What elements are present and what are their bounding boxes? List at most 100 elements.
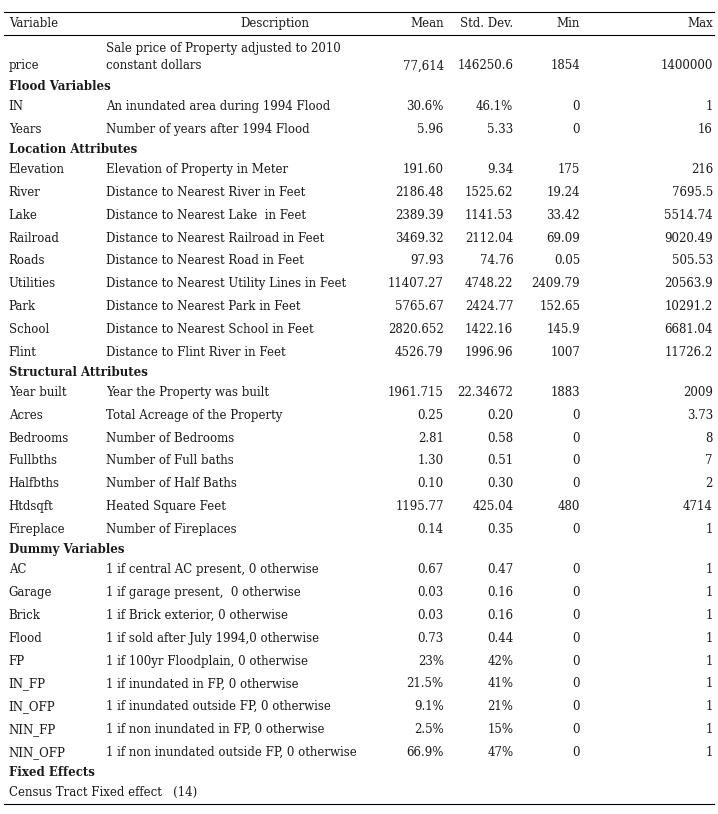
Text: 1.30: 1.30 (418, 454, 444, 467)
Text: 0: 0 (573, 654, 580, 667)
Text: 1 if inundated in FP, 0 otherwise: 1 if inundated in FP, 0 otherwise (106, 677, 299, 690)
Text: IN_FP: IN_FP (9, 677, 46, 690)
Text: 0.35: 0.35 (487, 523, 513, 536)
Text: 9.34: 9.34 (487, 163, 513, 176)
Text: Years: Years (9, 123, 41, 136)
Text: 42%: 42% (488, 654, 513, 667)
Text: 0.16: 0.16 (488, 609, 513, 622)
Text: 0: 0 (573, 477, 580, 490)
Text: 0.16: 0.16 (488, 586, 513, 599)
Text: NIN_FP: NIN_FP (9, 723, 56, 736)
Text: 1141.53: 1141.53 (465, 208, 513, 221)
Text: 2.81: 2.81 (418, 431, 444, 444)
Text: 47%: 47% (488, 746, 513, 759)
Text: 0: 0 (573, 409, 580, 422)
Text: Location Attributes: Location Attributes (9, 143, 137, 156)
Text: 3.73: 3.73 (686, 409, 713, 422)
Text: Utilities: Utilities (9, 277, 56, 290)
Text: Year the Property was built: Year the Property was built (106, 386, 269, 399)
Text: Brick: Brick (9, 609, 40, 622)
Text: 5765.67: 5765.67 (395, 300, 444, 313)
Text: Railroad: Railroad (9, 231, 60, 244)
Text: 0: 0 (573, 677, 580, 690)
Text: 2424.77: 2424.77 (465, 300, 513, 313)
Text: Elevation of Property in Meter: Elevation of Property in Meter (106, 163, 289, 176)
Text: 4526.79: 4526.79 (395, 345, 444, 358)
Text: 21.5%: 21.5% (406, 677, 444, 690)
Text: 7: 7 (706, 454, 713, 467)
Text: Park: Park (9, 300, 36, 313)
Text: 6681.04: 6681.04 (664, 322, 713, 335)
Text: 9.1%: 9.1% (414, 700, 444, 713)
Text: 0: 0 (573, 609, 580, 622)
Text: 0.25: 0.25 (418, 409, 444, 422)
Text: 1: 1 (706, 654, 713, 667)
Text: 2820.652: 2820.652 (388, 322, 444, 335)
Text: Fixed Effects: Fixed Effects (9, 766, 95, 779)
Text: 505.53: 505.53 (672, 254, 713, 267)
Text: 0.14: 0.14 (418, 523, 444, 536)
Text: 1 if central AC present, 0 otherwise: 1 if central AC present, 0 otherwise (106, 563, 319, 576)
Text: 0.10: 0.10 (418, 477, 444, 490)
Text: 74.76: 74.76 (480, 254, 513, 267)
Text: 11407.27: 11407.27 (388, 277, 444, 290)
Text: 152.65: 152.65 (539, 300, 580, 313)
Text: 4714: 4714 (683, 500, 713, 513)
Text: 46.1%: 46.1% (476, 100, 513, 113)
Text: 2009: 2009 (683, 386, 713, 399)
Text: 1: 1 (706, 586, 713, 599)
Text: 0: 0 (573, 746, 580, 759)
Text: AC: AC (9, 563, 26, 576)
Text: Number of years after 1994 Flood: Number of years after 1994 Flood (106, 123, 310, 136)
Text: Dummy Variables: Dummy Variables (9, 543, 124, 556)
Text: 1854: 1854 (551, 59, 580, 72)
Text: 0: 0 (573, 632, 580, 645)
Text: Flood Variables: Flood Variables (9, 80, 111, 93)
Text: Number of Fireplaces: Number of Fireplaces (106, 523, 237, 536)
Text: 0: 0 (573, 100, 580, 113)
Text: Flood: Flood (9, 632, 42, 645)
Text: 0.03: 0.03 (417, 586, 444, 599)
Text: Min: Min (556, 17, 580, 30)
Text: 2186.48: 2186.48 (396, 186, 444, 199)
Text: 1: 1 (706, 609, 713, 622)
Text: Garage: Garage (9, 586, 52, 599)
Text: 21%: 21% (488, 700, 513, 713)
Text: 0: 0 (573, 523, 580, 536)
Text: Distance to Nearest River in Feet: Distance to Nearest River in Feet (106, 186, 306, 199)
Text: 0: 0 (573, 723, 580, 736)
Text: Max: Max (687, 17, 713, 30)
Text: 1 if non inundated in FP, 0 otherwise: 1 if non inundated in FP, 0 otherwise (106, 723, 325, 736)
Text: 2389.39: 2389.39 (395, 208, 444, 221)
Text: 0: 0 (573, 563, 580, 576)
Text: 0.20: 0.20 (488, 409, 513, 422)
Text: 1007: 1007 (550, 345, 580, 358)
Text: Distance to Nearest Road in Feet: Distance to Nearest Road in Feet (106, 254, 304, 267)
Text: constant dollars: constant dollars (106, 59, 202, 72)
Text: Roads: Roads (9, 254, 45, 267)
Text: 41%: 41% (488, 677, 513, 690)
Text: Distance to Nearest School in Feet: Distance to Nearest School in Feet (106, 322, 314, 335)
Text: Variable: Variable (9, 17, 57, 30)
Text: River: River (9, 186, 40, 199)
Text: 1: 1 (706, 563, 713, 576)
Text: 20563.9: 20563.9 (664, 277, 713, 290)
Text: 66.9%: 66.9% (406, 746, 444, 759)
Text: Flint: Flint (9, 345, 37, 358)
Text: An inundated area during 1994 Flood: An inundated area during 1994 Flood (106, 100, 330, 113)
Text: 33.42: 33.42 (546, 208, 580, 221)
Text: 1: 1 (706, 632, 713, 645)
Text: price: price (9, 59, 39, 72)
Text: Elevation: Elevation (9, 163, 65, 176)
Text: Lake: Lake (9, 208, 37, 221)
Text: 1 if sold after July 1994,0 otherwise: 1 if sold after July 1994,0 otherwise (106, 632, 320, 645)
Text: School: School (9, 322, 49, 335)
Text: Structural Attributes: Structural Attributes (9, 365, 147, 379)
Text: FP: FP (9, 654, 24, 667)
Text: Number of Half Baths: Number of Half Baths (106, 477, 237, 490)
Text: 0.03: 0.03 (417, 609, 444, 622)
Text: 2409.79: 2409.79 (531, 277, 580, 290)
Text: Sale price of Property adjusted to 2010: Sale price of Property adjusted to 2010 (106, 42, 341, 55)
Text: 425.04: 425.04 (472, 500, 513, 513)
Text: 19.24: 19.24 (546, 186, 580, 199)
